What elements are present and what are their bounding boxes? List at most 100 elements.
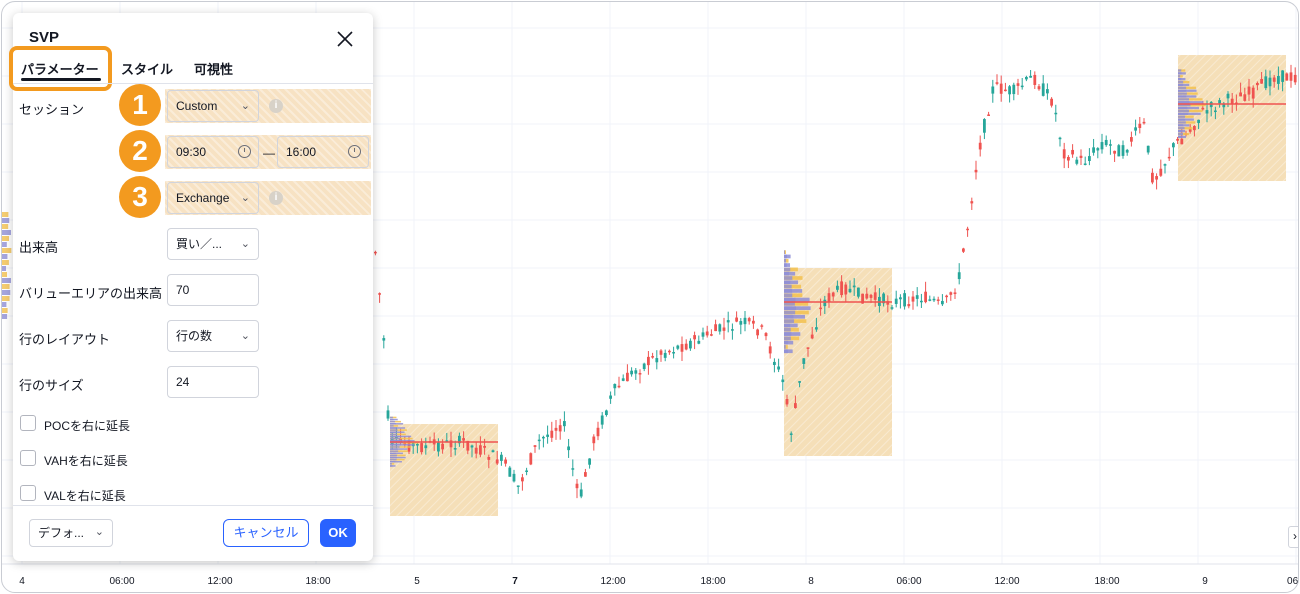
candle-body bbox=[1293, 74, 1297, 83]
volume-profile-row bbox=[784, 280, 799, 285]
close-icon[interactable] bbox=[335, 29, 355, 49]
tab-style[interactable]: スタイル bbox=[121, 62, 174, 77]
cancel-button[interactable]: キャンセル bbox=[223, 519, 309, 547]
candle-body bbox=[995, 82, 999, 84]
ok-button[interactable]: OK bbox=[320, 519, 356, 547]
row-layout-select[interactable]: 行の数 ⌄ bbox=[167, 320, 259, 352]
volume-profile-row bbox=[784, 327, 791, 332]
candle-body bbox=[781, 379, 785, 383]
defaults-dropdown[interactable]: デフォ... ⌄ bbox=[29, 519, 113, 547]
volume-profile-row bbox=[390, 433, 398, 436]
candle-body bbox=[1197, 119, 1200, 124]
time-axis-label: 7 bbox=[512, 576, 518, 587]
session-select[interactable]: Custom ⌄ bbox=[167, 90, 259, 122]
candle-body bbox=[1163, 164, 1167, 166]
candle-body bbox=[806, 347, 810, 349]
volume-profile-row bbox=[390, 463, 395, 465]
volume-profile-row bbox=[1178, 127, 1185, 130]
candle-body bbox=[1041, 83, 1045, 96]
candle-body bbox=[936, 299, 940, 301]
candle-body bbox=[680, 344, 684, 352]
candle-body bbox=[1176, 138, 1179, 141]
candle-body bbox=[659, 350, 663, 355]
candle-body bbox=[1289, 72, 1293, 81]
candle-body bbox=[861, 293, 864, 304]
session-highlight bbox=[165, 89, 371, 123]
value-area-input[interactable]: 70 bbox=[167, 274, 259, 306]
volume-profile-row bbox=[1178, 101, 1190, 104]
info-icon[interactable]: i bbox=[269, 99, 283, 113]
session-end-time[interactable]: 16:00 bbox=[277, 136, 369, 168]
candle-body bbox=[529, 453, 533, 465]
volume-profile-row bbox=[390, 420, 402, 423]
candle-body bbox=[1230, 98, 1234, 104]
vah-extend-checkbox[interactable] bbox=[20, 450, 36, 466]
volume-profile-row bbox=[784, 267, 798, 272]
candle-body bbox=[504, 459, 507, 464]
volume-profile-row bbox=[390, 444, 401, 446]
row-size-input[interactable]: 24 bbox=[167, 366, 259, 398]
candle-body bbox=[374, 251, 377, 254]
candle-body bbox=[617, 385, 621, 388]
candle-body bbox=[508, 467, 512, 477]
volume-profile-row bbox=[784, 332, 801, 336]
timezone-select[interactable]: Exchange ⌄ bbox=[167, 182, 259, 214]
volume-profile-row bbox=[390, 450, 399, 452]
scroll-right-button[interactable]: › bbox=[1288, 526, 1298, 548]
volume-profile-row bbox=[1178, 72, 1186, 75]
candle-body bbox=[974, 169, 978, 173]
session-start-time[interactable]: 09:30 bbox=[167, 136, 259, 168]
volume-profile-row bbox=[1178, 132, 1190, 136]
volume-profile-row bbox=[390, 418, 394, 421]
volume-profile-row bbox=[784, 250, 786, 255]
volume-profile-row bbox=[390, 465, 396, 467]
volume-profile-row bbox=[784, 254, 787, 259]
volume-select[interactable]: 買い／... ⌄ bbox=[167, 228, 259, 260]
candle-body bbox=[1083, 163, 1087, 166]
candle-body bbox=[416, 444, 419, 446]
val-extend-checkbox[interactable] bbox=[20, 485, 36, 501]
volume-profile-row bbox=[390, 452, 396, 455]
candle-body bbox=[831, 292, 835, 297]
candle-body bbox=[1260, 79, 1263, 84]
candle-body bbox=[798, 381, 801, 383]
volume-profile-row bbox=[390, 450, 409, 452]
volume-profile-row bbox=[784, 302, 809, 306]
candle-body bbox=[714, 324, 717, 332]
poc-extend-label: POCを右に延長 bbox=[44, 419, 131, 433]
candle-body bbox=[491, 450, 495, 453]
candle-body bbox=[466, 440, 470, 451]
poc-extend-checkbox[interactable] bbox=[20, 415, 36, 431]
candle-body bbox=[726, 320, 730, 323]
volume-profile-row bbox=[1178, 106, 1200, 110]
candle-body bbox=[1088, 156, 1091, 161]
candle-body bbox=[1029, 75, 1032, 78]
volume-profile-row bbox=[390, 425, 394, 427]
candle-body bbox=[642, 363, 646, 370]
candle-body bbox=[928, 299, 932, 301]
candle-body bbox=[735, 317, 738, 322]
volume-profile-row bbox=[390, 420, 395, 423]
candle-body bbox=[865, 293, 869, 299]
tab-visibility[interactable]: 可視性 bbox=[194, 62, 234, 77]
volume-profile-row bbox=[390, 456, 406, 459]
volume-profile-row bbox=[1178, 129, 1186, 133]
clock-icon bbox=[238, 145, 251, 158]
candle-body bbox=[1155, 176, 1158, 180]
candle-body bbox=[474, 447, 478, 454]
chevron-down-icon: ⌄ bbox=[94, 526, 104, 538]
candle-body bbox=[886, 301, 890, 305]
candle-body bbox=[558, 425, 562, 432]
tab-parameters[interactable]: パラメーター bbox=[21, 62, 99, 77]
volume-profile-row bbox=[1178, 95, 1187, 98]
volume-profile-row bbox=[1178, 112, 1201, 115]
volume-profile-row bbox=[390, 433, 406, 436]
info-icon[interactable]: i bbox=[269, 191, 283, 205]
candle-body bbox=[999, 83, 1003, 94]
volume-profile-row bbox=[390, 431, 405, 433]
candle-body bbox=[1281, 70, 1284, 82]
candle-body bbox=[1071, 149, 1074, 155]
timezone-highlight bbox=[165, 181, 371, 215]
time-axis-label: 18:00 bbox=[1094, 576, 1119, 587]
candle-body bbox=[978, 142, 982, 150]
